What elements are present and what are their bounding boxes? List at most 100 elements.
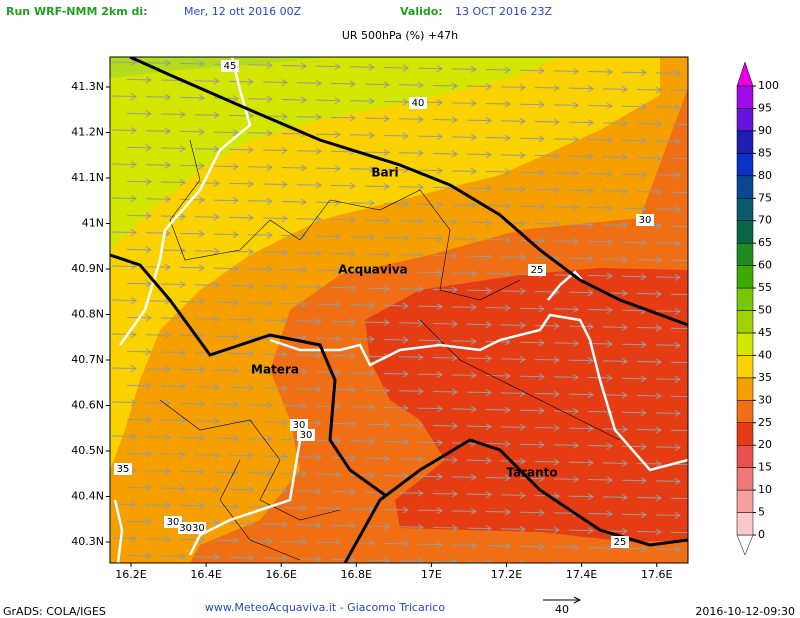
band-20-25 <box>365 268 688 542</box>
wind-row <box>111 195 681 213</box>
colorbar-label: 80 <box>758 169 772 182</box>
region-borders <box>113 57 688 563</box>
colorbar: 0 5 10 15 20 25 30 35 40 45 50 55 60 65 70 75 80 85 90 95 10… <box>736 61 779 556</box>
place-label: Taranto <box>506 466 557 480</box>
axes: 41.3N 41.2N 41.1N 41N 40.9N 40.8N 40.7N 40.6N 40… <box>71 80 672 581</box>
band-35-40 <box>110 57 660 470</box>
colorbar-swatch <box>736 444 754 468</box>
lon-label: 17.2E <box>491 568 522 581</box>
contour-label: 35 <box>117 464 130 475</box>
colorbar-label: 85 <box>758 146 772 159</box>
wind-row <box>126 552 657 563</box>
wind-row <box>111 93 681 111</box>
colorbar-swatch <box>736 467 754 491</box>
contour-label: 45 <box>224 61 237 72</box>
lat-label: 40.3N <box>71 535 104 548</box>
province-lines <box>159 139 621 561</box>
colorbar-swatch <box>736 130 754 154</box>
run-date: Mer, 12 ott 2016 00Z <box>184 5 302 18</box>
colorbar-label: 75 <box>758 191 772 204</box>
colorbar-swatch <box>736 108 754 132</box>
colorbar-label: 15 <box>758 461 772 474</box>
colorbar-swatch <box>736 422 754 446</box>
lon-label: 17.4E <box>566 568 597 581</box>
colorbar-swatch <box>736 153 754 177</box>
lat-label: 40.9N <box>71 262 104 275</box>
lat-label: 41.3N <box>71 80 104 93</box>
colorbar-high <box>736 61 754 87</box>
colorbar-label: 55 <box>758 281 772 294</box>
colorbar-label: 45 <box>758 326 772 339</box>
run-label: Run WRF-NMM 2km di: <box>6 5 148 18</box>
colorbar-label: 25 <box>758 416 772 429</box>
wind-row <box>126 110 688 128</box>
band-40-45 <box>110 57 560 250</box>
colorbar-swatch <box>736 198 754 221</box>
colorbar-label: 50 <box>758 304 772 317</box>
lat-label: 40.5N <box>71 444 104 457</box>
lon-label: 16.2E <box>115 568 146 581</box>
colorbar-label: 30 <box>758 393 772 406</box>
colorbar-low <box>736 534 754 556</box>
colorbar-label: 10 <box>758 483 772 496</box>
colorbar-label: 95 <box>758 101 772 114</box>
lat-label: 40.4N <box>71 490 104 503</box>
lat-label: 40.6N <box>71 399 104 412</box>
lat-label: 41.2N <box>71 126 104 139</box>
wind-vectors <box>111 59 688 563</box>
valid-date: 13 OCT 2016 23Z <box>455 5 553 18</box>
colorbar-label: 65 <box>758 236 772 249</box>
timestamp: 2016-10-12-09:30 <box>695 605 795 618</box>
valid-label: Valido: <box>400 5 443 18</box>
colorbar-swatch <box>736 175 754 199</box>
lat-label: 40.7N <box>71 353 104 366</box>
map <box>110 57 688 563</box>
colorbar-label: 5 <box>758 506 765 519</box>
wind-row <box>111 365 681 383</box>
colorbar-swatch <box>736 310 754 334</box>
wind-row <box>126 178 688 196</box>
credit: www.MeteoAcquaviva.it - Giacomo Tricaric… <box>205 601 445 614</box>
contour-labels: 45 40 30 25 30 30 35 30 3030 25 <box>114 60 654 548</box>
contour-label: 25 <box>531 265 544 276</box>
lon-label: 16.4E <box>190 568 221 581</box>
lon-label: 17.6E <box>641 568 672 581</box>
vector-scale-head <box>573 596 582 604</box>
place-label: Matera <box>251 363 299 377</box>
colorbar-label: 70 <box>758 214 772 227</box>
colorbar-label: 90 <box>758 124 772 137</box>
contour-label: 40 <box>412 98 425 109</box>
lon-label: 16.8E <box>341 568 372 581</box>
contour-label: 30 <box>300 430 313 441</box>
wind-row <box>111 399 681 417</box>
band-45-50 <box>110 57 330 78</box>
lon-label: 16.6E <box>265 568 296 581</box>
colorbar-swatch <box>736 242 754 266</box>
colorbar-swatch <box>736 332 754 356</box>
lon-label: 17E <box>421 568 442 581</box>
place-label: Bari <box>371 166 398 180</box>
wind-row <box>111 161 681 179</box>
colorbar-swatch <box>736 287 754 311</box>
lat-label: 41N <box>82 217 104 230</box>
colorbar-swatch <box>736 265 754 289</box>
coastline <box>110 57 688 563</box>
plot-frame <box>109 56 689 564</box>
contour-label: 30 <box>293 420 306 431</box>
lat-label: 41.1N <box>71 171 104 184</box>
title: UR 500hPa (%) +47h <box>342 29 458 42</box>
colorbar-swatch <box>736 85 754 109</box>
vector-scale: 40 <box>555 603 569 616</box>
wind-row <box>126 144 688 162</box>
colorbar-swatch <box>736 400 754 423</box>
place-label: Acquaviva <box>338 263 408 277</box>
colorbar-swatch <box>736 377 754 401</box>
colorbar-label: 100 <box>758 79 779 92</box>
contour-label: 25 <box>614 537 627 548</box>
wind-row <box>126 246 688 264</box>
colorbar-label: 20 <box>758 438 772 451</box>
colorbar-swatch <box>736 489 754 513</box>
wind-row <box>126 280 688 298</box>
colorbar-swatch <box>736 220 754 244</box>
